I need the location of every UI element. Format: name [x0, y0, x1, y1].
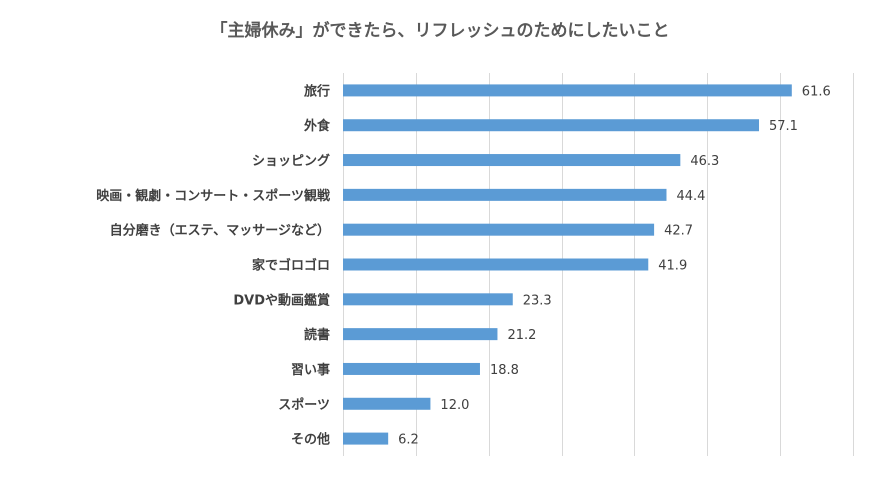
bar-9: [343, 397, 431, 410]
value-labels: 61.6 57.1 46.3 44.4 42.7 41.9 23.3 21.2 18.8 12.0…: [398, 84, 831, 447]
category-label-6: DVDや動画鑑賞: [233, 292, 330, 308]
bar-0: [343, 84, 792, 97]
value-label-0: 61.6: [802, 84, 831, 99]
bar-7: [343, 328, 498, 341]
value-label-3: 44.4: [676, 189, 705, 204]
category-label-3: 映画・観劇・コンサート・スポーツ観戦: [96, 188, 331, 204]
value-label-4: 42.7: [664, 224, 693, 239]
category-label-8: 習い事: [291, 362, 330, 378]
value-label-2: 46.3: [690, 154, 719, 169]
category-label-9: スポーツ: [278, 397, 330, 413]
category-label-1: 外食: [303, 118, 331, 134]
value-label-9: 12.0: [440, 398, 469, 413]
chart-title: 「主婦休み」ができたら、リフレッシュのためにしたいこと: [211, 20, 670, 41]
value-label-10: 6.2: [398, 433, 419, 448]
bar-6: [343, 293, 513, 306]
bar-5: [343, 258, 649, 271]
category-label-5: 家でゴロゴロ: [252, 258, 330, 274]
category-label-2: ショッピング: [252, 153, 330, 169]
value-label-7: 21.2: [507, 328, 536, 343]
category-labels: 旅行外食ショッピング映画・観劇・コンサート・スポーツ観戦自分磨き（エステ、マッサ…: [96, 83, 331, 447]
category-label-7: 読書: [304, 327, 330, 343]
category-label-0: 旅行: [304, 83, 330, 99]
value-label-5: 41.9: [658, 259, 687, 274]
value-label-1: 57.1: [769, 119, 798, 134]
category-label-4: 自分磨き（エステ、マッサージなど）: [110, 223, 330, 239]
bar-8: [343, 362, 480, 375]
value-label-6: 23.3: [523, 293, 552, 308]
bar-2: [343, 154, 681, 167]
bar-1: [343, 119, 760, 132]
bar-3: [343, 188, 667, 201]
bars: [343, 84, 792, 445]
bar-10: [343, 432, 389, 445]
value-label-8: 18.8: [490, 363, 519, 378]
category-label-10: その他: [291, 432, 330, 448]
bar-4: [343, 223, 655, 236]
